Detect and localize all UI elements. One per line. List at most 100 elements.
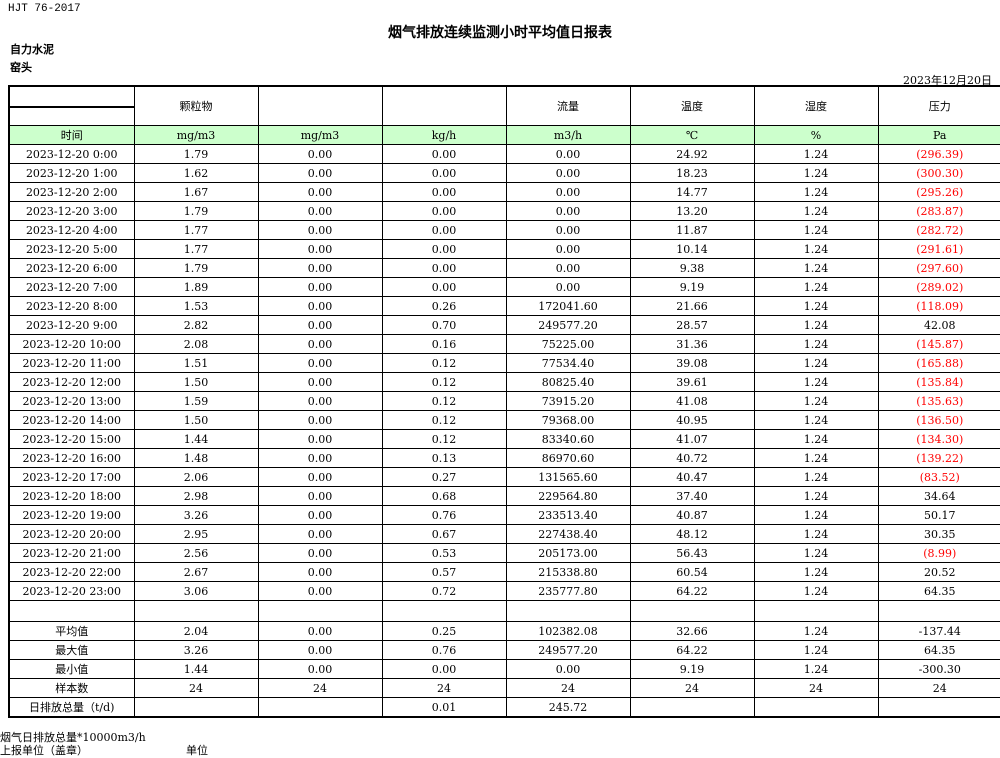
value-cell: 0.00: [257, 543, 383, 563]
value-cell: (83.52): [877, 467, 1000, 487]
value-cell: 24: [381, 678, 507, 698]
hourly-data-row: 2023-12-20 21:00 2.56 0.00 0.53 205173.00 56.…: [8, 543, 1000, 563]
value-cell: 24: [505, 678, 631, 698]
value-cell: 1.24: [753, 201, 879, 221]
row-label-cell: 2023-12-20 13:00: [8, 391, 135, 411]
value-cell: (135.63): [877, 391, 1000, 411]
value-cell: 64.22: [629, 581, 755, 601]
value-cell: (300.30): [877, 163, 1000, 183]
value-cell: 41.07: [629, 429, 755, 449]
hourly-data-row: 2023-12-20 12:00 1.50 0.00 0.12 80825.40 39.6…: [8, 372, 1000, 392]
value-cell: 24: [133, 678, 259, 698]
value-cell: 0.00: [257, 296, 383, 316]
value-cell: 1.44: [133, 429, 259, 449]
value-cell: 0.00: [257, 258, 383, 278]
row-label-cell: 最小值: [8, 659, 135, 679]
value-cell: 30.35: [877, 524, 1000, 544]
value-cell: 0.00: [505, 163, 631, 183]
value-cell: 1.24: [753, 562, 879, 582]
value-cell: 0.00: [257, 581, 383, 601]
report-table: 颗粒物 流量 温度 湿度 压力 时间 mg/m3 mg/m3 kg/h m3/h…: [8, 85, 1000, 718]
value-cell: 0.13: [381, 448, 507, 468]
row-label-cell: 2023-12-20 15:00: [8, 429, 135, 449]
value-cell: 1.24: [753, 429, 879, 449]
blank-row: [8, 600, 1000, 622]
unit-cell: 时间: [8, 125, 135, 145]
value-cell: 40.95: [629, 410, 755, 430]
header-cell: 颗粒物: [133, 85, 259, 126]
value-cell: 1.24: [753, 505, 879, 525]
hourly-data-row: 2023-12-20 16:00 1.48 0.00 0.13 86970.60 40.7…: [8, 448, 1000, 468]
value-cell: 249577.20: [505, 640, 631, 660]
value-cell: 1.79: [133, 144, 259, 164]
value-cell: 1.24: [753, 372, 879, 392]
value-cell: 64.35: [877, 581, 1000, 601]
hourly-data-row: 2023-12-20 13:00 1.59 0.00 0.12 73915.20 41.0…: [8, 391, 1000, 411]
value-cell: 1.50: [133, 372, 259, 392]
header-cell: 温度: [629, 85, 755, 126]
value-cell: 1.24: [753, 391, 879, 411]
value-cell: 102382.08: [505, 621, 631, 641]
value-cell: 1.24: [753, 239, 879, 259]
hourly-data-row: 2023-12-20 4:00 1.77 0.00 0.00 0.00 11.87 1.24…: [8, 220, 1000, 240]
value-cell: 1.24: [753, 486, 879, 506]
value-cell: (145.87): [877, 334, 1000, 354]
value-cell: 39.61: [629, 372, 755, 392]
value-cell: 1.50: [133, 410, 259, 430]
value-cell: [257, 697, 383, 718]
value-cell: 18.23: [629, 163, 755, 183]
row-label-cell: 2023-12-20 18:00: [8, 486, 135, 506]
value-cell: 0.00: [257, 505, 383, 525]
value-cell: 0.00: [381, 277, 507, 297]
row-label-cell: 2023-12-20 1:00: [8, 163, 135, 183]
unit-cell: %: [753, 125, 879, 145]
value-cell: 1.24: [753, 315, 879, 335]
value-cell: 56.43: [629, 543, 755, 563]
value-cell: 1.24: [753, 296, 879, 316]
value-cell: 0.00: [381, 659, 507, 679]
value-cell: 2.98: [133, 486, 259, 506]
value-cell: 39.08: [629, 353, 755, 373]
value-cell: 0.72: [381, 581, 507, 601]
hourly-data-row: 2023-12-20 18:00 2.98 0.00 0.68 229564.80 37.…: [8, 486, 1000, 506]
value-cell: 0.00: [257, 163, 383, 183]
value-cell: 0.00: [257, 182, 383, 202]
value-cell: 0.12: [381, 429, 507, 449]
value-cell: 0.00: [257, 144, 383, 164]
unit-label: 单位: [186, 744, 208, 757]
hourly-data-row: 2023-12-20 6:00 1.79 0.00 0.00 0.00 9.38 1.24(…: [8, 258, 1000, 278]
value-cell: 1.24: [753, 543, 879, 563]
value-cell: 1.79: [133, 258, 259, 278]
header-cell: [381, 85, 507, 126]
value-cell: 2.04: [133, 621, 259, 641]
value-cell: (165.88): [877, 353, 1000, 373]
value-cell: 40.72: [629, 448, 755, 468]
value-cell: 0.12: [381, 391, 507, 411]
value-cell: 37.40: [629, 486, 755, 506]
row-label-cell: 2023-12-20 17:00: [8, 467, 135, 487]
value-cell: 1.89: [133, 277, 259, 297]
value-cell: 0.00: [257, 524, 383, 544]
value-cell: 0.00: [257, 201, 383, 221]
value-cell: 0.00: [257, 410, 383, 430]
row-label-cell: 最大值: [8, 640, 135, 660]
value-cell: [505, 600, 631, 622]
value-cell: 79368.00: [505, 410, 631, 430]
value-cell: 1.77: [133, 239, 259, 259]
value-cell: 0.00: [257, 353, 383, 373]
value-cell: 0.00: [381, 201, 507, 221]
value-cell: 3.06: [133, 581, 259, 601]
summary-row: 日排放总量（t/d) 0.01 245.72: [8, 697, 1000, 718]
row-label-cell: 2023-12-20 12:00: [8, 372, 135, 392]
value-cell: 32.66: [629, 621, 755, 641]
footer-note: 烟气日排放总量*10000m3/h: [0, 731, 146, 744]
value-cell: (136.50): [877, 410, 1000, 430]
hourly-data-row: 2023-12-20 15:00 1.44 0.00 0.12 83340.60 41.0…: [8, 429, 1000, 449]
unit-cell: mg/m3: [133, 125, 259, 145]
hourly-data-row: 2023-12-20 17:00 2.06 0.00 0.27 131565.60 40.…: [8, 467, 1000, 487]
value-cell: [629, 697, 755, 718]
value-cell: 0.00: [257, 467, 383, 487]
value-cell: 0.27: [381, 467, 507, 487]
value-cell: 1.24: [753, 277, 879, 297]
value-cell: 0.00: [257, 391, 383, 411]
